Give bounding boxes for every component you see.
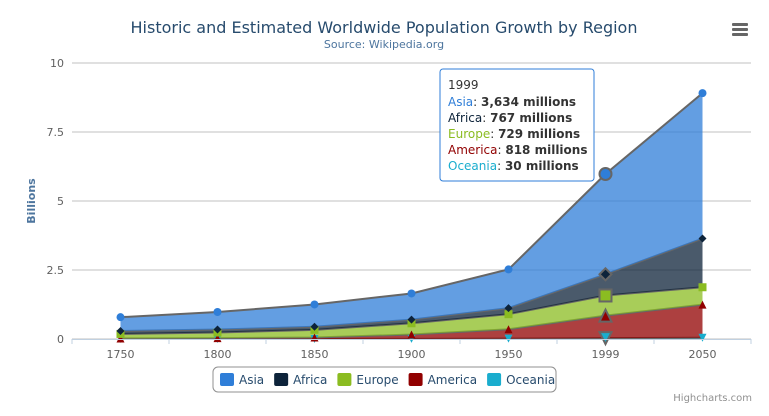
legend-swatch (408, 373, 423, 386)
legend-box (212, 366, 557, 393)
legend-item-europe[interactable]: Europe (337, 373, 399, 387)
marker-africa[interactable] (504, 304, 513, 313)
marker-africa[interactable] (310, 322, 319, 331)
marker-asia[interactable] (310, 300, 319, 309)
tooltip-row: Europe: 729 millions (448, 127, 580, 141)
tooltip-box (439, 68, 595, 182)
area-africa[interactable] (120, 238, 703, 334)
legend-label: Africa (293, 373, 327, 387)
x-tick-label: 1900 (398, 348, 426, 361)
legend-swatch (274, 373, 289, 386)
marker-america[interactable] (116, 334, 125, 343)
area-america[interactable] (120, 304, 703, 339)
marker-america[interactable] (407, 330, 416, 339)
marker-america[interactable] (597, 307, 614, 323)
marker-asia[interactable] (504, 265, 513, 274)
marker-asia[interactable] (407, 289, 416, 298)
marker-america[interactable] (698, 300, 707, 309)
marker-africa[interactable] (598, 266, 613, 282)
marker-africa[interactable] (213, 325, 222, 334)
y-tick-label: 0 (57, 333, 64, 346)
menu-button[interactable] (728, 18, 752, 40)
marker-europe[interactable] (598, 288, 613, 303)
marker-asia[interactable] (213, 308, 222, 317)
marker-oceania[interactable] (597, 331, 614, 347)
marker-europe[interactable] (698, 283, 707, 292)
x-tick-label: 1800 (204, 348, 232, 361)
legend-swatch (220, 373, 234, 386)
marker-asia[interactable] (116, 313, 125, 322)
legend-label: Europe (356, 373, 398, 387)
legend-swatch (487, 373, 502, 386)
x-tick-label: 2050 (689, 348, 717, 361)
marker-africa[interactable] (698, 234, 707, 243)
marker-oceania[interactable] (504, 334, 513, 343)
legend-item-asia[interactable]: Asia (220, 373, 264, 387)
legend-label: America (428, 373, 478, 387)
y-tick-label: 5 (57, 195, 64, 208)
marker-asia[interactable] (598, 167, 613, 182)
tooltip: 1999 Asia: 3,634 millions Africa: 767 mill… (439, 68, 595, 182)
legend-item-oceania[interactable]: Oceania (487, 373, 555, 387)
x-tick-label: 1850 (301, 348, 329, 361)
legend-item-africa[interactable]: Africa (274, 373, 327, 387)
tooltip-row: Africa: 767 millions (448, 111, 572, 125)
area-asia[interactable] (120, 93, 703, 332)
legend-label: Asia (239, 373, 264, 387)
x-tick-label: 1750 (107, 348, 135, 361)
marker-africa[interactable] (116, 327, 125, 336)
marker-america[interactable] (213, 334, 222, 343)
marker-america[interactable] (504, 325, 513, 334)
marker-asia[interactable] (698, 89, 707, 98)
tooltip-row: America: 818 millions (448, 143, 587, 157)
hamburger-menu-icon (732, 23, 748, 36)
tooltip-header: 1999 (448, 78, 479, 92)
legend-label: Oceania (506, 373, 555, 387)
y-tick-label: 2.5 (47, 264, 65, 277)
legend-swatch (337, 373, 352, 386)
x-tick-label: 1999 (592, 348, 620, 361)
marker-europe[interactable] (504, 310, 513, 319)
marker-africa[interactable] (407, 315, 416, 324)
marker-oceania[interactable] (698, 333, 707, 342)
legend-item-america[interactable]: America (408, 373, 478, 387)
y-tick-label: 7.5 (47, 126, 65, 139)
legend: Asia Africa Europe America Oceania (212, 366, 557, 393)
x-tick-label: 1950 (495, 348, 523, 361)
chart-title: Historic and Estimated Worldwide Populat… (131, 18, 638, 37)
y-tick-label: 10 (50, 57, 64, 70)
chart-subtitle: Source: Wikipedia.org (324, 38, 444, 51)
y-axis-title: Billions (25, 178, 38, 224)
tooltip-row: Asia: 3,634 millions (448, 95, 576, 109)
credits-link[interactable]: Highcharts.com (673, 393, 752, 404)
tooltip-row: Oceania: 30 millions (448, 159, 579, 173)
